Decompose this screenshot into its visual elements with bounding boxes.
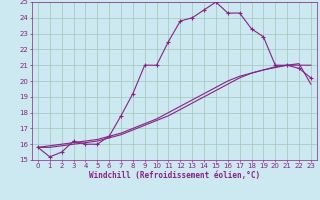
X-axis label: Windchill (Refroidissement éolien,°C): Windchill (Refroidissement éolien,°C): [89, 171, 260, 180]
